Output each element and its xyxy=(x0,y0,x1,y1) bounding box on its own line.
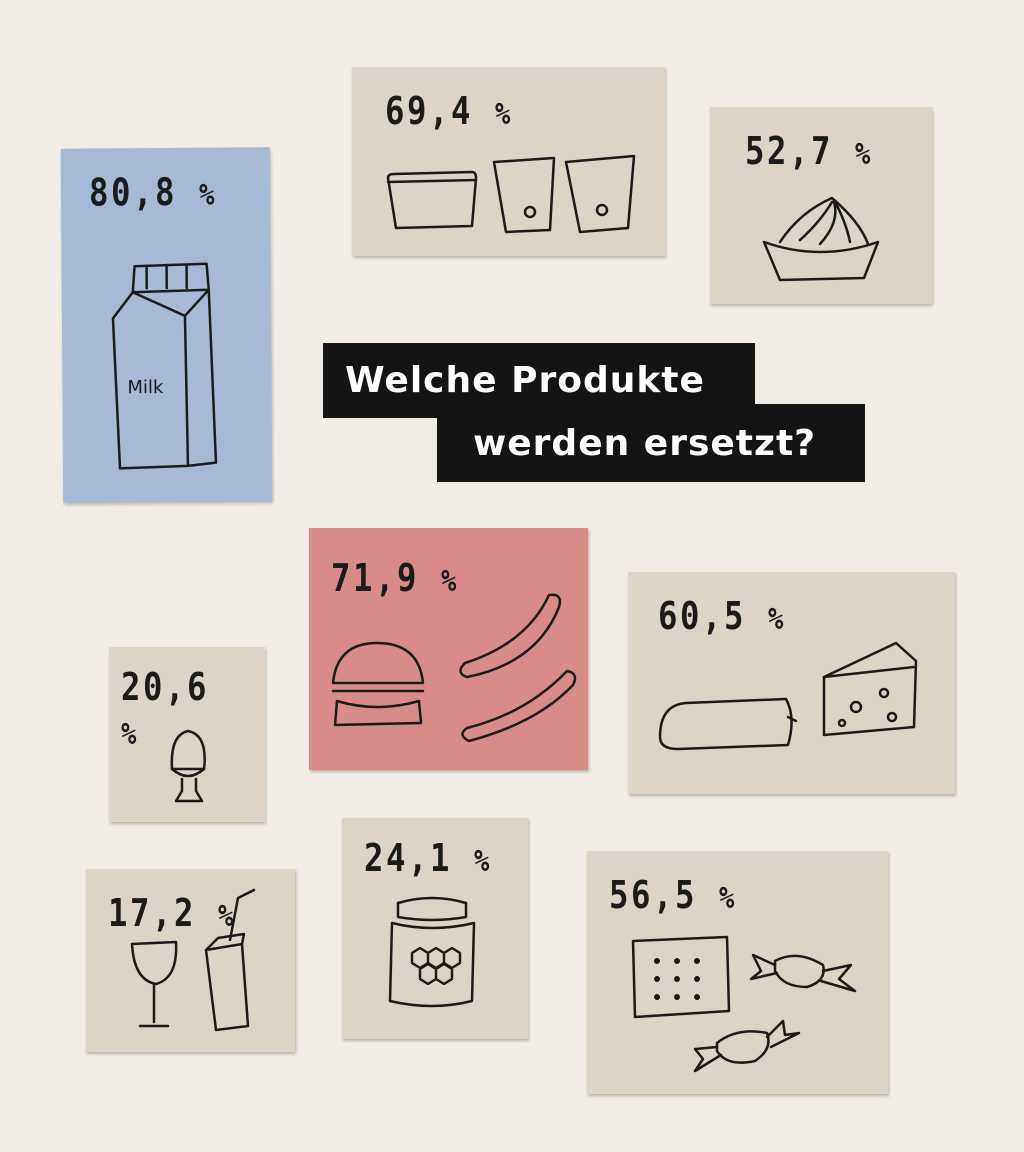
card-milk: 80,8 % Milk xyxy=(60,147,273,503)
card-cold-cuts: 60,5 % xyxy=(628,572,955,794)
card-meat: 71,9 % xyxy=(309,528,588,770)
percentage: 69,4 % xyxy=(385,89,511,133)
svg-text:Milk: Milk xyxy=(127,377,164,398)
percentage: 71,9 % xyxy=(331,556,457,600)
card-egg: 20,6 % xyxy=(109,647,265,822)
yogurt-icon xyxy=(386,154,636,234)
percentage: 60,5 % xyxy=(658,594,784,638)
glass-juice-icon xyxy=(130,888,256,1032)
egg-icon xyxy=(170,729,206,803)
percentage: 52,7 % xyxy=(745,129,871,173)
cream-bowl-icon xyxy=(762,196,880,282)
card-sweets: 56,5 % xyxy=(587,851,888,1094)
percentage: 24,1 % xyxy=(364,836,490,880)
title-line-2: werden ersetzt? xyxy=(437,404,865,482)
milk-carton-icon: Milk xyxy=(111,262,218,470)
card-yogurt: 69,4 % xyxy=(352,67,665,256)
card-honey: 24,1 % xyxy=(342,818,528,1039)
card-cream: 52,7 % xyxy=(710,107,932,304)
honey-jar-icon xyxy=(388,896,476,1008)
percentage: 56,5 % xyxy=(609,873,735,917)
percentage: 17,2 % xyxy=(108,891,234,935)
burger-sausage-icon xyxy=(331,593,577,743)
salami-cheese-icon xyxy=(658,641,918,751)
percentage: 80,8 % xyxy=(88,169,215,215)
card-drinks: 17,2 % xyxy=(86,869,295,1052)
biscuit-candy-icon xyxy=(631,935,857,1073)
percentage: 20,6 % xyxy=(121,665,209,752)
